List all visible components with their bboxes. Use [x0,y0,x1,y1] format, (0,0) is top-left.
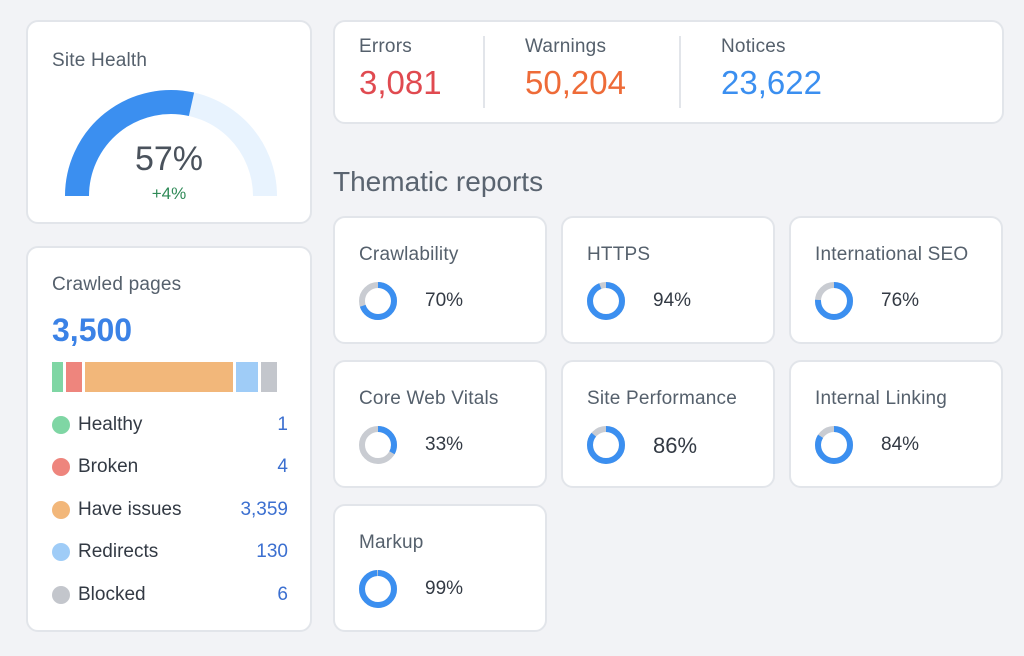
site-health-gauge [65,90,277,197]
site-health-card[interactable]: Site Health 57% +4% [26,20,312,224]
report-name: Markup [359,532,424,553]
report-card-core-web-vitals[interactable]: Core Web Vitals 33% [333,360,547,488]
report-percent: 70% [425,290,464,311]
stack-segment-broken[interactable] [66,362,82,392]
broken-dot-icon [52,458,70,476]
notices-block[interactable]: Notices 23,622 [721,36,822,102]
gauge-fill [65,90,195,197]
site-health-value: 57% [134,140,204,178]
stack-segment-healthy[interactable] [52,362,64,392]
ring-progress [587,282,625,320]
crawled-pages-title: Crawled pages [52,274,182,295]
notices-label: Notices [721,36,786,57]
legend-row-redirects: Redirects 130 [52,539,288,565]
legend-value-have-issues[interactable]: 3,359 [240,499,288,520]
warnings-block[interactable]: Warnings 50,204 [525,36,626,102]
stack-segment-have-issues[interactable] [84,362,233,392]
progress-ring-icon [359,426,397,464]
legend-row-broken: Broken 4 [52,454,288,480]
report-card-crawlability[interactable]: Crawlability 70% [333,216,547,344]
report-name: Site Performance [587,388,737,409]
divider [483,36,485,108]
warnings-count[interactable]: 50,204 [525,64,626,101]
report-name: HTTPS [587,244,651,265]
progress-ring-icon [815,426,853,464]
ring-progress [815,426,853,464]
progress-ring-icon [359,282,397,320]
redirects-dot-icon [52,543,70,561]
stack-segment-redirects[interactable] [235,362,259,392]
report-percent: 33% [425,434,464,455]
blocked-dot-icon [52,586,70,604]
legend-value-redirects[interactable]: 130 [256,541,288,562]
legend-label: Have issues [78,499,182,520]
thematic-reports-heading: Thematic reports [333,166,544,197]
report-name: Internal Linking [815,388,948,409]
legend-label: Healthy [78,414,143,435]
errors-count[interactable]: 3,081 [359,64,442,101]
report-card-international-seo[interactable]: International SEO 76% [789,216,1003,344]
report-name: Core Web Vitals [359,388,499,409]
notices-count[interactable]: 23,622 [721,64,822,101]
report-percent: 99% [425,578,464,599]
report-name: Crawlability [359,244,459,265]
have-issues-dot-icon [52,501,70,519]
progress-ring-icon [587,426,625,464]
legend-value-broken[interactable]: 4 [277,456,288,477]
progress-ring-icon [587,282,625,320]
crawled-pages-card[interactable]: Crawled pages 3,500 Healthy 1 Broken 4 H… [26,246,312,632]
progress-ring-icon [359,570,397,608]
legend-value-blocked[interactable]: 6 [277,584,288,605]
healthy-dot-icon [52,416,70,434]
ring-progress [587,426,625,464]
report-percent: 76% [881,290,920,311]
report-card-https[interactable]: HTTPS 94% [561,216,775,344]
legend-label: Redirects [78,541,159,562]
progress-ring-icon [815,282,853,320]
legend-label: Broken [78,456,139,477]
report-card-markup[interactable]: Markup 99% [333,504,547,632]
divider [679,36,681,108]
legend-row-healthy: Healthy 1 [52,412,288,438]
legend-row-have-issues: Have issues 3,359 [52,497,288,523]
issues-summary-card: Errors 3,081 Warnings 50,204 Notices 23,… [333,20,1004,124]
site-health-title: Site Health [52,50,148,71]
errors-block[interactable]: Errors 3,081 [359,36,442,102]
ring-progress [359,282,397,320]
ring-progress [359,570,397,608]
report-card-site-performance[interactable]: Site Performance 86% [561,360,775,488]
crawled-pages-total[interactable]: 3,500 [52,312,133,348]
legend-value-healthy[interactable]: 1 [277,414,288,435]
report-percent: 86% [653,433,698,458]
crawled-pages-stacked-bar [52,362,288,392]
report-percent: 84% [881,434,920,455]
ring-progress [359,426,397,464]
site-health-delta: +4% [151,184,187,203]
report-name: International SEO [815,244,969,265]
legend-label: Blocked [78,584,146,605]
report-card-internal-linking[interactable]: Internal Linking 84% [789,360,1003,488]
stack-segment-blocked[interactable] [261,362,277,392]
warnings-label: Warnings [525,36,607,57]
report-percent: 94% [653,290,692,311]
ring-progress [815,282,853,320]
errors-label: Errors [359,36,412,57]
legend-row-blocked: Blocked 6 [52,582,288,608]
